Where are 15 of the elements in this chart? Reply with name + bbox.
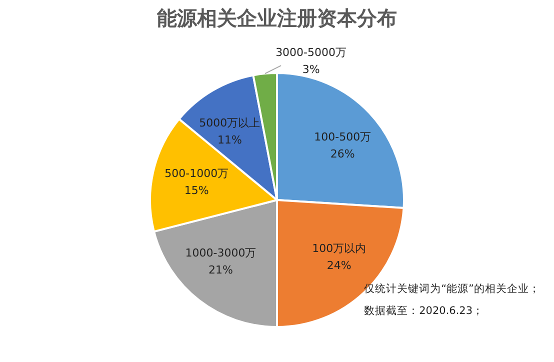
slice-label: 100-500万 — [314, 130, 372, 144]
slice-label: 100万以内 — [312, 242, 366, 255]
text: 仅统计关键词为“能源”的相关企业； — [364, 282, 540, 297]
data-label: 21% — [208, 264, 233, 277]
text: 数据截至：2020.6.23； — [364, 304, 485, 319]
data-label: 26% — [330, 147, 355, 160]
slice-label: 5000万以上 — [199, 116, 260, 130]
data-label: 24% — [326, 258, 352, 272]
data-label: 15% — [184, 184, 209, 198]
slice-label: 500-1000万 — [164, 167, 229, 180]
slice-label: 1000-3000万 — [185, 246, 256, 260]
data-label: 11% — [217, 134, 242, 147]
slice-label: 3000-5000万 — [276, 46, 347, 59]
chart-title: 能源相关企业注册资本分布 — [157, 6, 397, 30]
data-label: 3% — [302, 62, 320, 76]
